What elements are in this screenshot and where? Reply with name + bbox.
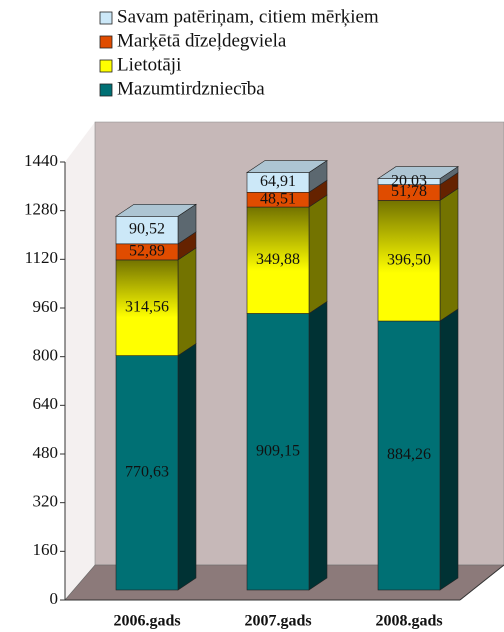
bar-segment xyxy=(246,179,328,208)
legend-label: Savam patēriņam, citiem mērķiem xyxy=(117,6,379,27)
legend-swatch xyxy=(99,11,113,25)
y-tick-label: 960 xyxy=(33,297,59,316)
y-tick-label: 320 xyxy=(33,492,59,511)
bar-segment xyxy=(115,203,197,245)
value-label: 52,89 xyxy=(129,243,165,260)
bar-top xyxy=(246,160,328,173)
bar-segment xyxy=(246,194,328,315)
x-tick-label: 2007.gads xyxy=(244,613,311,630)
y-tick-label: 480 xyxy=(33,443,59,462)
x-tick-label: 2006.gads xyxy=(113,613,180,630)
value-label: 884,26 xyxy=(387,446,431,463)
legend-swatch xyxy=(99,35,113,49)
value-label: 314,56 xyxy=(125,298,169,315)
bar-front xyxy=(115,259,179,356)
y-tick-label: 160 xyxy=(33,540,59,559)
y-tick-label: 1440 xyxy=(24,151,58,170)
y-tick-label: 1120 xyxy=(25,248,58,267)
bar-segment xyxy=(377,187,459,322)
bar-top xyxy=(377,166,459,179)
value-label: 20,03 xyxy=(391,172,427,189)
bar-segment xyxy=(115,343,197,591)
bar-segment xyxy=(115,247,197,357)
legend-swatch xyxy=(99,83,113,97)
x-tick-label: 2008.gads xyxy=(375,613,442,630)
value-label: 64,91 xyxy=(260,173,296,190)
value-label: 90,52 xyxy=(129,221,165,238)
y-tick-label: 1280 xyxy=(24,200,58,219)
bar-side xyxy=(439,187,459,322)
legend-label: Mazumtirdzniecība xyxy=(117,78,265,99)
bar-front xyxy=(115,355,179,591)
legend-label: Lietotāji xyxy=(117,54,181,75)
bar-side xyxy=(439,308,459,591)
bar-top xyxy=(115,204,197,217)
bar-front xyxy=(246,206,310,314)
value-label: 48,51 xyxy=(260,190,296,207)
bar-front xyxy=(377,200,441,322)
bar-side xyxy=(177,343,197,591)
legend-label: Marķētā dīzeļdegviela xyxy=(117,30,287,51)
value-label: 349,88 xyxy=(256,251,300,268)
floor-edge xyxy=(459,564,504,601)
bar-front xyxy=(246,313,310,591)
value-label: 51,78 xyxy=(391,183,427,200)
bar-segment xyxy=(377,166,459,186)
y-tick-label: 0 xyxy=(50,589,59,608)
bar-segment xyxy=(377,308,459,591)
legend-swatch xyxy=(99,59,113,73)
bar-segment xyxy=(377,172,459,201)
bar-side xyxy=(308,194,328,315)
bar-side xyxy=(308,300,328,591)
y-tick-label: 800 xyxy=(33,346,59,365)
bar-segment xyxy=(246,300,328,591)
bar-side xyxy=(177,247,197,357)
value-label: 396,50 xyxy=(387,251,431,268)
bar-front xyxy=(377,320,441,591)
value-label: 770,63 xyxy=(125,463,169,480)
y-tick-label: 640 xyxy=(33,394,59,413)
value-label: 909,15 xyxy=(256,442,300,459)
bar-segment xyxy=(246,159,328,193)
